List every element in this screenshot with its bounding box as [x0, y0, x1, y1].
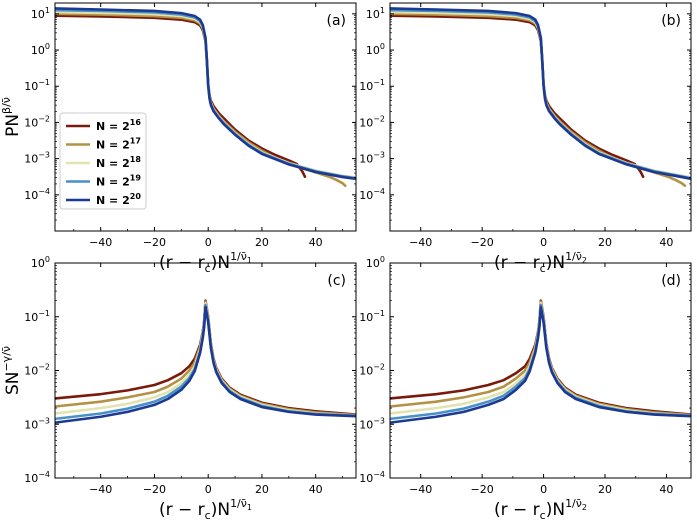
series-line-n20: [390, 7, 691, 181]
y-tick-label: 10−3: [24, 151, 50, 166]
legend-entry: N = 216: [96, 118, 141, 133]
plot-frame: [389, 262, 692, 479]
y-tick-label: 10−1: [359, 309, 385, 324]
x-tick-label: 0: [205, 236, 212, 249]
series-group: [55, 7, 356, 188]
y-tick-label: 10−2: [24, 114, 50, 129]
series-line-n20: [55, 305, 356, 424]
y-tick-label: 10−1: [24, 78, 50, 93]
x-tick-label: 0: [540, 236, 547, 249]
y-tick-label: 10−4: [24, 187, 50, 202]
x-axis-label: (r − rc)N1/ν̄2: [494, 497, 587, 522]
y-tick-label: 10−1: [359, 78, 385, 93]
y-tick-label: 10−3: [24, 416, 50, 431]
x-tick-label: 40: [659, 483, 673, 496]
panel-tag: (b): [661, 13, 681, 29]
y-tick-label: 10−4: [359, 187, 385, 202]
legend-entry: N = 220: [96, 192, 141, 207]
panel-tag: (d): [661, 273, 681, 289]
x-tick-label: −40: [409, 236, 432, 249]
x-tick-label: −40: [409, 483, 432, 496]
y-tick-label: 100: [366, 42, 385, 57]
panel-tag: (c): [327, 273, 346, 289]
x-tick-label: −20: [143, 483, 166, 496]
x-tick-label: −20: [471, 483, 494, 496]
panel-tag: (a): [326, 13, 346, 29]
y-tick-label: 10−2: [359, 114, 385, 129]
legend: N = 216 N = 217 N = 218 N = 219 N = 220: [59, 112, 147, 210]
y-tick-label: 101: [366, 6, 385, 21]
y-tick-label: 10−3: [359, 416, 385, 431]
plot-frame: [54, 262, 357, 479]
series-group: [390, 7, 691, 188]
x-tick-label: 0: [540, 483, 547, 496]
y-tick-label: 10−1: [24, 309, 50, 324]
y-tick-label: 10−4: [359, 470, 385, 485]
x-tick-label: 0: [205, 483, 212, 496]
y-tick-label: 100: [366, 255, 385, 270]
series-line-n20: [390, 305, 691, 424]
legend-entry: N = 219: [96, 174, 141, 189]
series-line-n17: [390, 12, 687, 188]
y-tick-label: 100: [31, 42, 50, 57]
x-tick-label: −20: [143, 236, 166, 249]
legend-frame: [59, 112, 147, 210]
y-axis-label: PNβ/ν̄: [0, 97, 23, 137]
x-axis-label: (r − rc)N1/ν̄1: [159, 497, 252, 522]
x-tick-label: 40: [309, 236, 323, 249]
series-group: [55, 299, 356, 424]
y-tick-label: 101: [31, 6, 50, 21]
chart-panel-d: −40 −20 0 20 40 10−4 10−3 10−2 10−1 100 (d) (r − rc…: [359, 255, 692, 522]
y-tick-label: 10−2: [359, 363, 385, 378]
y-tick-label: 100: [31, 255, 50, 270]
x-tick-label: −40: [89, 483, 112, 496]
legend-entry: N = 217: [96, 137, 141, 152]
legend-entry: N = 218: [96, 155, 141, 170]
x-tick-label: 20: [598, 236, 612, 249]
x-tick-label: 40: [309, 483, 323, 496]
chart-panel-c: −40 −20 0 20 40 10−4 10−3 10−2 10−1 100 (c) (r − rc…: [0, 255, 357, 522]
x-tick-label: 20: [598, 483, 612, 496]
y-tick-label: 10−2: [24, 363, 50, 378]
y-axis-label: SN−γ/ν̄: [0, 346, 23, 395]
y-tick-label: 10−3: [359, 151, 385, 166]
x-tick-label: 20: [255, 483, 269, 496]
x-tick-label: 20: [255, 236, 269, 249]
x-tick-label: −40: [89, 236, 112, 249]
y-tick-label: 10−4: [24, 470, 50, 485]
x-tick-label: 40: [659, 236, 673, 249]
plot-frame: [389, 2, 692, 232]
x-tick-label: −20: [471, 236, 494, 249]
series-line-n20: [55, 7, 356, 181]
plot-frame: [54, 2, 357, 232]
series-group: [390, 299, 691, 424]
